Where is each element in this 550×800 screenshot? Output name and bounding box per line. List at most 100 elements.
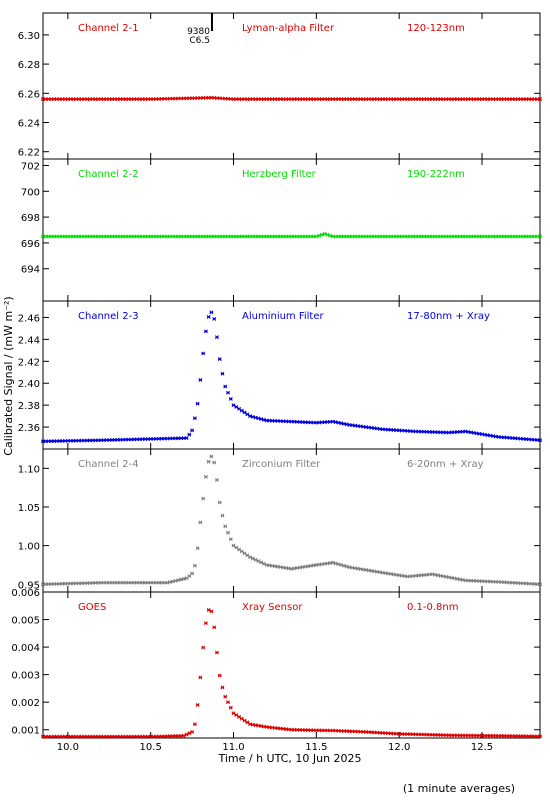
y-tick-label: 0.006 bbox=[11, 588, 40, 599]
data-point bbox=[261, 417, 266, 422]
x-tick-label: 12.0 bbox=[388, 742, 410, 753]
panel-band-label: 0.1-0.8nm bbox=[407, 602, 459, 613]
data-point bbox=[538, 582, 542, 587]
panel-frame bbox=[42, 300, 541, 450]
y-tick-label: 0.003 bbox=[11, 671, 40, 682]
x-axis-label: Time / h UTC, 10 Jun 2025 bbox=[217, 752, 361, 765]
data-point bbox=[192, 563, 197, 568]
data-point bbox=[198, 377, 203, 382]
data-point bbox=[223, 384, 228, 389]
data-point bbox=[226, 390, 230, 395]
data-point bbox=[449, 575, 454, 580]
y-tick-label: 0.001 bbox=[11, 726, 40, 737]
data-point bbox=[319, 232, 324, 237]
y-tick-label: 2.40 bbox=[18, 379, 40, 390]
data-point bbox=[322, 231, 327, 236]
data-point bbox=[375, 569, 380, 574]
data-point bbox=[466, 429, 471, 434]
panel-filter-label: Xray Sensor bbox=[242, 602, 303, 613]
panel-frame bbox=[42, 158, 541, 302]
panel-filter-label: Lyman-alpha Filter bbox=[242, 23, 335, 34]
data-point bbox=[231, 711, 236, 716]
data-point bbox=[463, 429, 468, 434]
data-point bbox=[214, 335, 219, 340]
data-point bbox=[190, 428, 195, 433]
y-tick-label: 2.42 bbox=[18, 357, 40, 368]
y-tick-label: 1.00 bbox=[18, 542, 40, 553]
data-point bbox=[203, 329, 208, 334]
panel-3: 2.36 2.38 2.40 2.42 2.44 2.46 Channel 2-3 Alumi… bbox=[18, 300, 542, 450]
data-point bbox=[433, 572, 438, 577]
data-point bbox=[242, 551, 247, 556]
panel-band-label: 6-20nm + Xray bbox=[407, 459, 484, 470]
y-tick-label: 0.002 bbox=[11, 698, 40, 709]
data-point bbox=[234, 405, 239, 409]
panel-frame bbox=[42, 591, 541, 739]
panel-frame bbox=[42, 12, 541, 160]
data-point bbox=[192, 416, 197, 421]
panel-5: 0.001 0.002 0.003 0.004 0.005 0.006 GOES Xray S… bbox=[11, 588, 542, 739]
series-4 bbox=[41, 454, 542, 587]
data-point bbox=[256, 723, 261, 728]
panel-frame bbox=[42, 448, 541, 593]
data-point bbox=[435, 573, 440, 578]
data-point bbox=[217, 357, 222, 362]
data-point bbox=[187, 432, 192, 437]
data-point bbox=[181, 576, 186, 581]
data-point bbox=[477, 431, 482, 436]
data-point bbox=[209, 310, 214, 315]
data-point bbox=[314, 234, 319, 239]
data-point bbox=[446, 575, 451, 580]
data-point bbox=[342, 563, 346, 568]
data-point bbox=[538, 234, 542, 239]
data-point bbox=[168, 580, 172, 585]
data-point bbox=[245, 412, 250, 417]
data-point bbox=[234, 545, 239, 550]
data-point bbox=[330, 560, 335, 565]
data-point bbox=[203, 621, 208, 626]
data-point bbox=[242, 410, 247, 415]
y-tick-label: 0.004 bbox=[11, 643, 40, 654]
panel-band-label: 190-222nm bbox=[407, 169, 465, 180]
data-point bbox=[438, 573, 443, 578]
data-point bbox=[460, 577, 465, 582]
data-point bbox=[195, 401, 200, 406]
data-point bbox=[493, 434, 498, 439]
panel-channel-label: Channel 2-1 bbox=[78, 23, 139, 34]
data-point bbox=[198, 520, 203, 525]
data-point bbox=[317, 233, 322, 238]
data-point bbox=[361, 567, 366, 572]
y-tick-label: 2.44 bbox=[18, 335, 40, 346]
panels-group: 6.22 6.24 6.26 6.28 6.30 Channel 2-1 Lyman-alp… bbox=[11, 12, 542, 739]
data-point bbox=[339, 562, 344, 567]
data-point bbox=[192, 722, 197, 727]
data-point bbox=[190, 729, 195, 734]
data-point bbox=[234, 713, 239, 717]
data-point bbox=[245, 720, 250, 725]
panel-band-label: 120-123nm bbox=[407, 23, 465, 34]
data-point bbox=[220, 685, 225, 690]
data-point bbox=[220, 513, 225, 518]
data-point bbox=[350, 565, 355, 570]
data-point bbox=[187, 574, 192, 578]
data-point bbox=[259, 724, 264, 729]
data-point bbox=[480, 432, 484, 437]
data-point bbox=[209, 454, 214, 459]
data-point bbox=[336, 420, 341, 425]
panel-filter-label: Herzberg Filter bbox=[242, 169, 317, 180]
data-point bbox=[353, 566, 357, 571]
data-point bbox=[377, 570, 382, 575]
data-point bbox=[457, 577, 462, 582]
data-point bbox=[195, 546, 200, 551]
y-tick-label: 0.95 bbox=[18, 580, 40, 591]
data-point bbox=[217, 500, 222, 505]
flare-marker-label: 9380 bbox=[187, 27, 210, 37]
series-1 bbox=[41, 95, 542, 102]
data-point bbox=[223, 524, 228, 529]
flare-marker-label: C6.5 bbox=[189, 36, 210, 46]
data-point bbox=[369, 568, 374, 573]
data-point bbox=[261, 724, 266, 729]
data-point bbox=[223, 694, 228, 699]
data-point bbox=[201, 645, 206, 650]
